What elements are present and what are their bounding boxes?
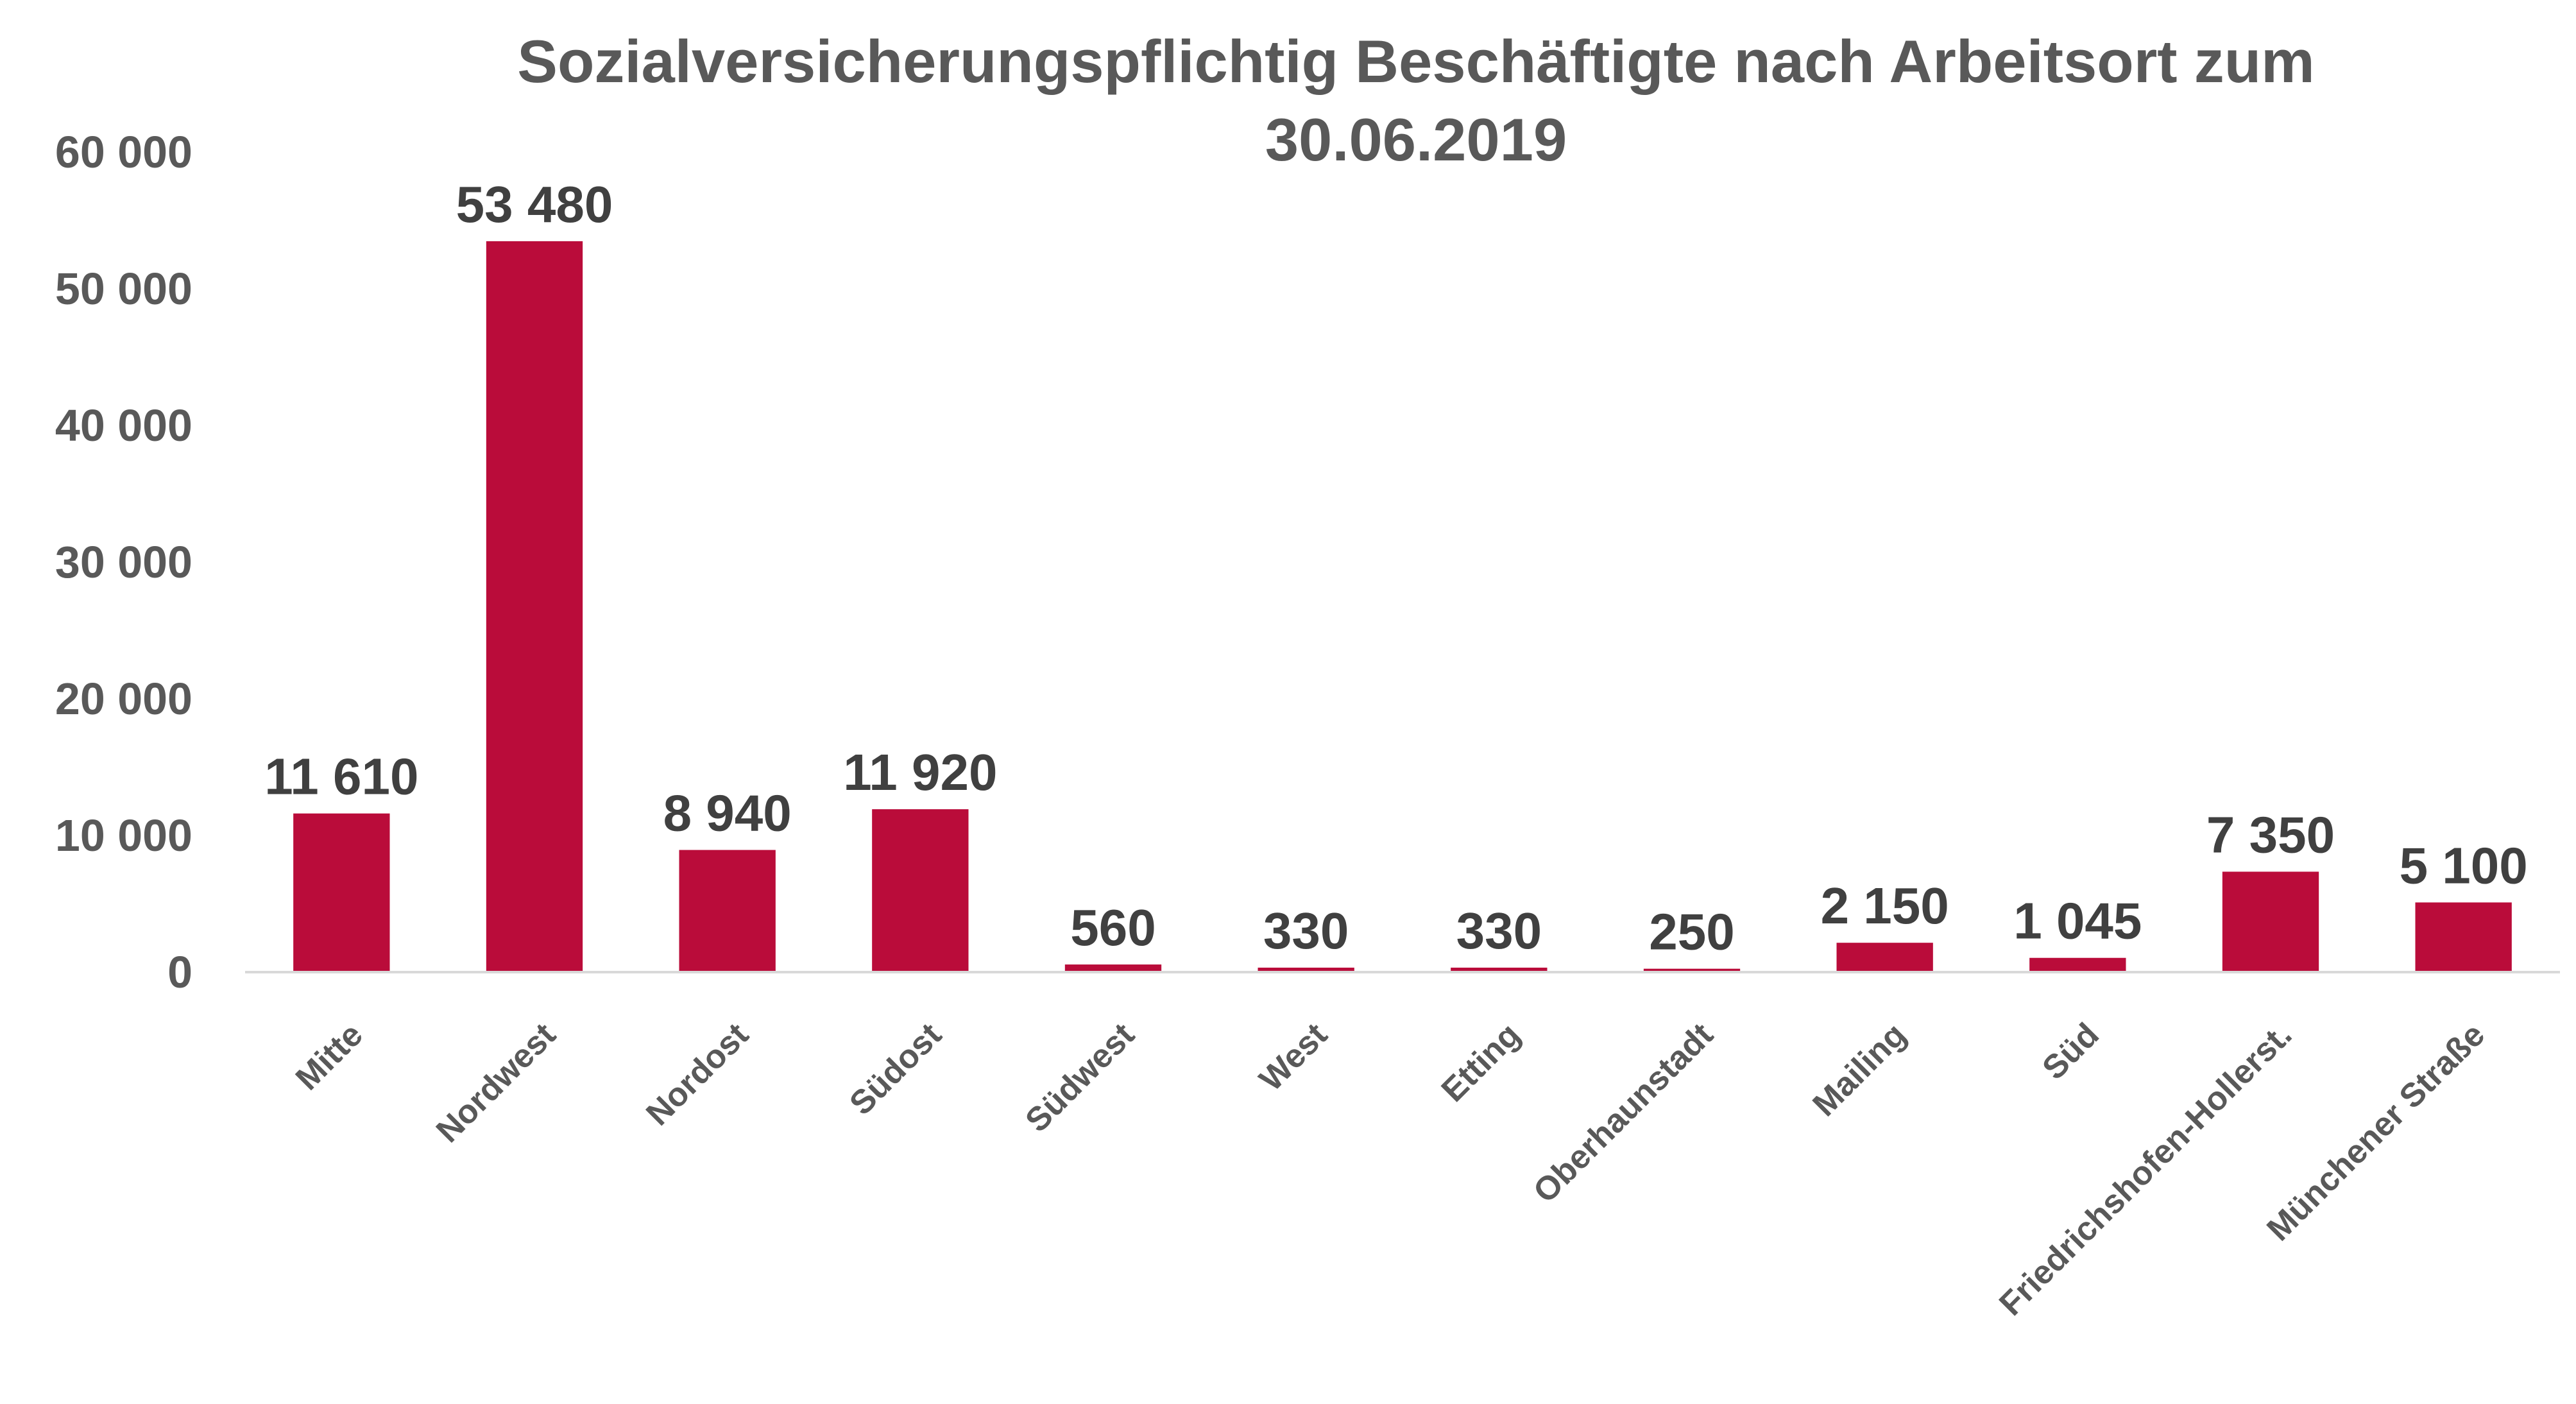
- x-tick-label: Oberhaunstadt: [1526, 1016, 1721, 1210]
- bar: [2415, 902, 2512, 972]
- data-label: 330: [1456, 902, 1542, 959]
- x-tick-label: Südwest: [1018, 1016, 1141, 1139]
- y-tick-label: 50 000: [55, 264, 192, 314]
- data-label: 560: [1070, 899, 1156, 956]
- y-tick-label: 30 000: [55, 537, 192, 587]
- y-tick-label: 0: [167, 947, 192, 997]
- x-tick-label: Mailing: [1806, 1016, 1914, 1124]
- data-label: 330: [1263, 902, 1349, 959]
- bar: [1064, 964, 1162, 972]
- data-label: 7 350: [2206, 806, 2335, 863]
- x-tick-label: Nordost: [639, 1016, 756, 1133]
- data-labels: 11 610 53 480 8 940 11 920 560 330 330 250 2 150…: [264, 176, 2528, 961]
- data-label: 53 480: [456, 176, 613, 233]
- data-label: 11 920: [843, 744, 997, 801]
- x-tick-label: Südost: [842, 1016, 949, 1122]
- bar: [2222, 871, 2319, 972]
- bar: [1451, 967, 1548, 972]
- bar: [679, 850, 776, 972]
- y-tick-label: 20 000: [55, 674, 192, 724]
- bars: [293, 241, 2512, 973]
- y-axis-tick-labels: 0 10 000 20 000 30 000 40 000 50 000 60 000: [55, 127, 192, 997]
- data-label: 5 100: [2400, 837, 2528, 894]
- chart-title-line-2: 30.06.2019: [1265, 106, 1567, 173]
- y-tick-label: 40 000: [55, 400, 192, 450]
- bar: [1258, 967, 1354, 972]
- bar: [1836, 943, 1933, 972]
- bar: [293, 813, 390, 972]
- x-axis-tick-labels: Mitte Nordwest Nordost Südost Südwest West Ett…: [289, 1016, 2492, 1323]
- y-tick-label: 60 000: [55, 127, 192, 177]
- bar: [486, 241, 583, 973]
- data-label: 11 610: [264, 748, 418, 805]
- data-label: 250: [1649, 903, 1734, 961]
- x-tick-label: Nordwest: [429, 1016, 563, 1150]
- bar: [872, 809, 969, 972]
- data-label: 8 940: [663, 785, 792, 842]
- data-label: 1 045: [2013, 893, 2142, 950]
- x-tick-label: Mitte: [289, 1016, 370, 1097]
- y-tick-label: 10 000: [55, 810, 192, 860]
- x-tick-label: Münchener Straße: [2260, 1016, 2492, 1248]
- bar: [1643, 968, 1741, 972]
- x-tick-label: West: [1252, 1016, 1335, 1098]
- x-tick-label: Etting: [1435, 1016, 1528, 1109]
- chart-title-line-1: Sozialversicherungspflichtig Beschäftigt…: [517, 28, 2314, 95]
- data-label: 2 150: [1821, 877, 1949, 934]
- bar: [2029, 957, 2126, 972]
- x-tick-label: Süd: [2035, 1016, 2106, 1086]
